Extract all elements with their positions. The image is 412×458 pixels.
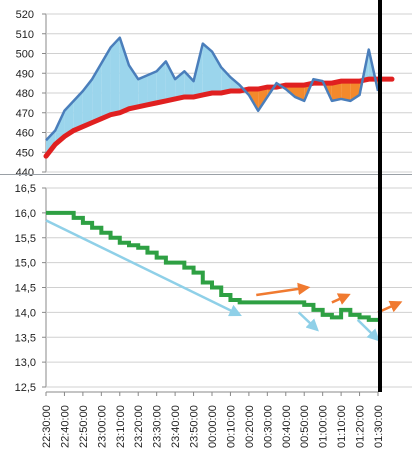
- trend-line: [43, 76, 395, 159]
- x-tick-label: 00:20:00: [244, 405, 256, 448]
- x-tick-label: 01:30:00: [373, 405, 385, 448]
- top-y-tick-label: 470: [16, 108, 34, 120]
- top-y-tick-label: 510: [16, 29, 34, 41]
- x-tick-label: 01:20:00: [355, 405, 367, 448]
- area-above-trend: [82, 79, 93, 127]
- area-above-trend: [202, 43, 212, 95]
- x-tick-label: 00:30:00: [262, 405, 274, 448]
- area-above-trend: [101, 47, 111, 119]
- orange-trend-arrow: [256, 282, 311, 297]
- area-above-trend: [73, 91, 83, 131]
- x-tick-label: 22:30:00: [41, 405, 53, 448]
- area-above-trend: [212, 51, 222, 93]
- top-y-tick-label: 440: [16, 167, 34, 179]
- price-line: [45, 36, 380, 142]
- top-y-tick-label: 460: [16, 128, 34, 140]
- x-tick-label: 22:40:00: [59, 405, 71, 448]
- x-tick-label: 00:50:00: [299, 405, 311, 448]
- x-tick-label: 00:40:00: [281, 405, 293, 448]
- area-above-trend: [221, 67, 231, 93]
- bottom-y-tick-label: 16,5: [15, 183, 36, 195]
- blue-trend-arrow: [45, 219, 242, 317]
- blue-trend-arrow: [297, 311, 319, 332]
- area-below-trend: [341, 81, 351, 101]
- bottom-y-tick-label: 15,0: [15, 258, 36, 270]
- area-above-trend: [92, 63, 102, 123]
- top-y-tick-label: 520: [16, 9, 34, 21]
- area-above-trend: [147, 71, 157, 105]
- bottom-y-tick-label: 15,5: [15, 233, 36, 245]
- top-y-tick-label: 480: [16, 88, 34, 100]
- x-tick-label: 01:00:00: [318, 405, 330, 448]
- x-tick-label: 22:50:00: [78, 405, 90, 448]
- area-below-trend: [258, 87, 268, 111]
- x-tick-label: 23:50:00: [189, 405, 201, 448]
- bottom-y-tick-label: 14,5: [15, 283, 36, 295]
- area-above-trend: [156, 61, 166, 103]
- area-above-trend: [138, 75, 148, 107]
- bottom-y-tick-label: 13,0: [15, 357, 36, 369]
- top-y-tick-label: 490: [16, 68, 34, 80]
- x-tick-label: 23:30:00: [152, 405, 164, 448]
- x-tick-label: 00:00:00: [207, 405, 219, 448]
- x-tick-label: 23:40:00: [170, 405, 182, 448]
- area-below-trend: [331, 81, 342, 101]
- bottom-y-tick-label: 13,5: [15, 332, 36, 344]
- area-above-trend: [119, 37, 129, 113]
- top-chart-panel: 440 450 460 470 480 490 500 510 520: [16, 9, 412, 179]
- area-above-trend: [184, 71, 194, 97]
- bottom-y-tick-label: 14,0: [15, 307, 36, 319]
- blue-trend-arrow: [356, 318, 380, 342]
- bottom-y-tick-label: 12,5: [15, 382, 36, 394]
- area-above-trend: [110, 37, 120, 115]
- top-y-tick-label: 450: [16, 147, 34, 159]
- area-above-trend: [165, 61, 176, 101]
- x-tick-label: 23:20:00: [133, 405, 145, 448]
- x-tick-label: 01:10:00: [336, 405, 348, 448]
- x-tick-label: 23:00:00: [96, 405, 108, 448]
- top-y-tick-label: 500: [16, 49, 34, 61]
- bottom-y-tick-label: 16,0: [15, 208, 36, 220]
- x-tick-label: 23:10:00: [115, 405, 127, 448]
- x-tick-label: 00:10:00: [225, 405, 237, 448]
- level-step-line: [46, 210, 378, 322]
- orange-trend-arrow: [331, 293, 351, 305]
- x-axis: 22:30:00 22:40:00 22:50:00 23:00:00 23:10:00…: [41, 391, 385, 448]
